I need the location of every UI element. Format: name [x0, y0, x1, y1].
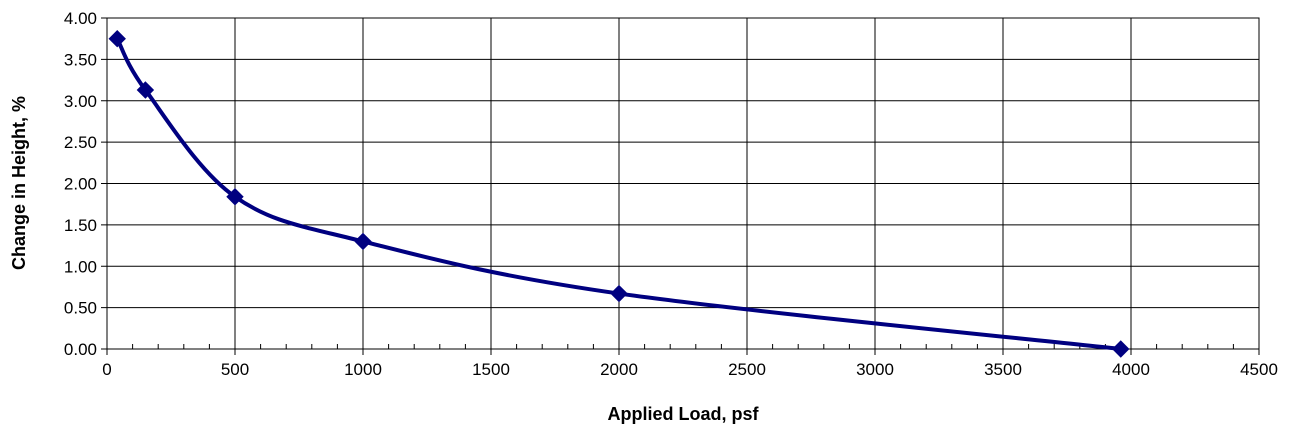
- x-tick-label: 3500: [984, 360, 1022, 379]
- data-point-marker: [610, 284, 628, 303]
- x-tick-label: 1000: [344, 360, 382, 379]
- y-tick-label: 4.00: [64, 9, 97, 28]
- x-axis-title: Applied Load, psf: [608, 404, 760, 424]
- x-tick-label: 4500: [1240, 360, 1278, 379]
- y-tick-label: 0.50: [64, 299, 97, 318]
- data-point-marker: [1112, 340, 1130, 358]
- y-tick-label: 3.50: [64, 50, 97, 69]
- x-tick-labels: 0 500 1000 1500 2000 2500 3000 3500 4000 4500: [102, 360, 1278, 379]
- y-tick-label: 1.00: [64, 257, 97, 276]
- y-tick-label: 3.00: [64, 92, 97, 111]
- x-tick-label: 0: [102, 360, 111, 379]
- series-layer: [108, 29, 1130, 358]
- data-point-marker: [108, 29, 126, 48]
- x-tick-label: 4000: [1112, 360, 1150, 379]
- data-point-marker: [354, 232, 372, 251]
- x-tick-label: 2000: [600, 360, 638, 379]
- y-tick-label: 0.00: [64, 340, 97, 359]
- x-tick-label: 2500: [728, 360, 766, 379]
- data-point-marker: [226, 188, 244, 206]
- series-line: [115, 36, 1123, 351]
- data-point-marker: [136, 81, 155, 99]
- y-tick-label: 1.50: [64, 216, 97, 235]
- y-tick-label: 2.00: [64, 175, 97, 194]
- y-tick-labels: 0.00 0.50 1.00 1.50 2.00 2.50 3.00 3.50 4.00: [64, 9, 97, 359]
- y-tick-label: 2.50: [64, 133, 97, 152]
- x-tick-label: 3000: [856, 360, 894, 379]
- y-axis-title: Change in Height, %: [9, 96, 29, 270]
- plot-frame: [106, 17, 1260, 350]
- x-tick-label: 500: [221, 360, 249, 379]
- x-tick-label: 1500: [472, 360, 510, 379]
